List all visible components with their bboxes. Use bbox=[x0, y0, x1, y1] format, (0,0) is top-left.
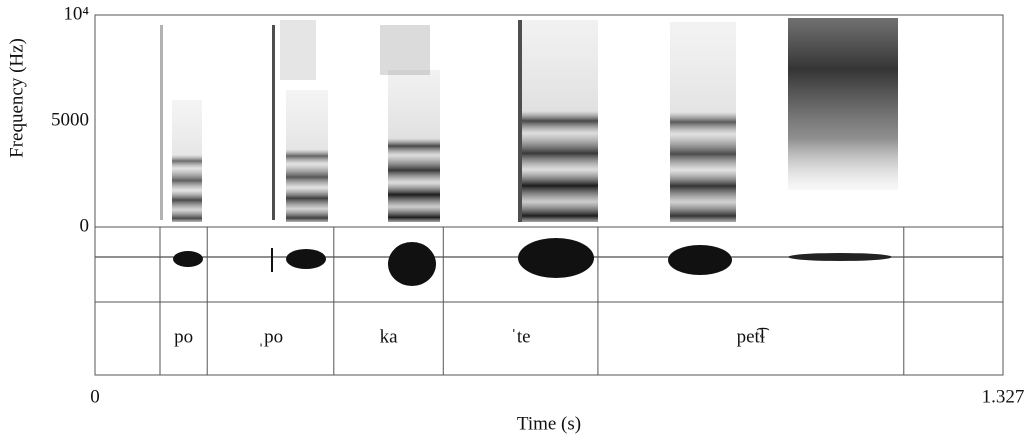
spectrogram-image bbox=[160, 18, 898, 222]
y-tick-label: 5000 bbox=[51, 109, 89, 130]
x-tick-label: 1.327 bbox=[982, 386, 1025, 407]
y-axis-label: Frequency (Hz) bbox=[6, 38, 27, 158]
interval-label: po bbox=[174, 326, 193, 347]
y-tick-label: 10⁴ bbox=[63, 3, 89, 24]
x-tick-label: 0 bbox=[90, 386, 100, 407]
y-tick-label: 0 bbox=[80, 215, 90, 236]
interval-label: ˈte bbox=[511, 326, 531, 347]
interval-label: ˌpo bbox=[258, 326, 283, 347]
frame bbox=[94, 14, 1004, 376]
interval-label: pet͡ɬ bbox=[737, 326, 770, 347]
interval-label: ka bbox=[380, 326, 399, 347]
waveform bbox=[95, 238, 1003, 286]
x-axis-label: Time (s) bbox=[517, 413, 581, 434]
